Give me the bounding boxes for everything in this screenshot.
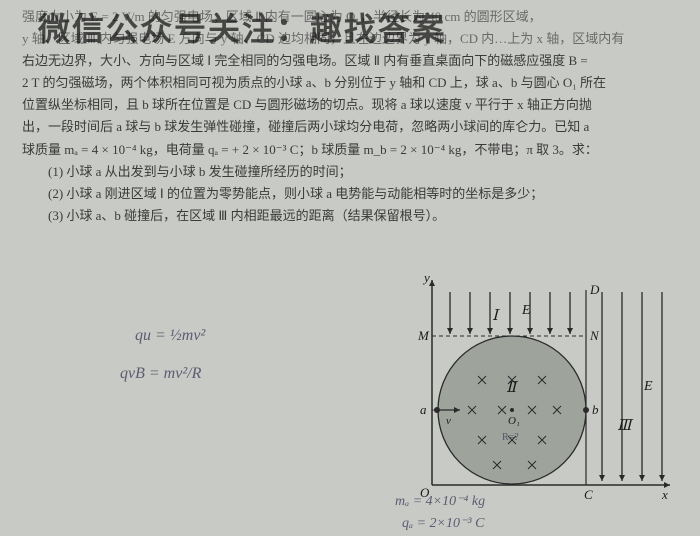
question-1: (1) 小球 a 从出发到与小球 b 发生碰撞所经历的时间；	[22, 161, 682, 183]
svg-text:E: E	[521, 303, 531, 318]
svg-text:R=?: R=?	[502, 432, 519, 443]
svg-text:O₁: O₁	[508, 415, 520, 427]
svg-text:b: b	[592, 402, 599, 417]
svg-text:a: a	[420, 402, 427, 417]
svg-text:M: M	[417, 328, 430, 343]
svg-text:O: O	[420, 485, 430, 500]
problem-line-7: 球质量 mₐ = 4 × 10⁻⁴ kg，电荷量 qₐ = + 2 × 10⁻³…	[22, 139, 682, 161]
svg-text:D: D	[589, 282, 600, 297]
handwritten-eq-1: qu = ½mv²	[135, 322, 205, 349]
physics-diagram: yxOO₁MNDCabvEEⅠⅡⅢR=?	[392, 270, 672, 520]
problem-line-1: 强度大小为 E = 2 V/m 的匀强电场；区域 Ⅱ 内有一圆心为 O₁，半径长…	[22, 6, 682, 28]
svg-text:v: v	[446, 415, 451, 427]
svg-text:x: x	[661, 487, 668, 502]
handwritten-eq-2: qvB = mv²/R	[120, 360, 201, 387]
problem-line-3: 右边无边界，大小、方向与区域 Ⅰ 完全相同的匀强电场。区域 Ⅱ 内有垂直桌面向下…	[22, 50, 682, 72]
question-3: (3) 小球 a、b 碰撞后，在区域 Ⅲ 内相距最远的距离（结果保留根号）。	[22, 205, 682, 227]
problem-line-5: 位置纵坐标相同，且 b 球所在位置是 CD 与圆形磁场的切点。现将 a 球以速度…	[22, 94, 682, 116]
problem-line-4: 2 T 的匀强磁场，两个体积相同可视为质点的小球 a、b 分别位于 y 轴和 C…	[22, 72, 682, 94]
problem-line-2: y 轴、区域 Ⅲ 内匀强电场 E 方向与 y 轴、CD 边均相同，且左边边界为 …	[22, 28, 682, 50]
svg-text:Ⅰ: Ⅰ	[492, 308, 500, 324]
svg-text:C: C	[584, 487, 593, 502]
svg-text:Ⅲ: Ⅲ	[617, 418, 634, 434]
question-2: (2) 小球 a 刚进区域 Ⅰ 的位置为零势能点，则小球 a 电势能与动能相等时…	[22, 183, 682, 205]
svg-text:y: y	[422, 270, 430, 285]
problem-line-6: 出，一段时间后 a 球与 b 球发生弹性碰撞，碰撞后两小球均分电荷，忽略两小球间…	[22, 116, 682, 138]
svg-text:E: E	[643, 379, 653, 394]
svg-text:N: N	[589, 328, 600, 343]
